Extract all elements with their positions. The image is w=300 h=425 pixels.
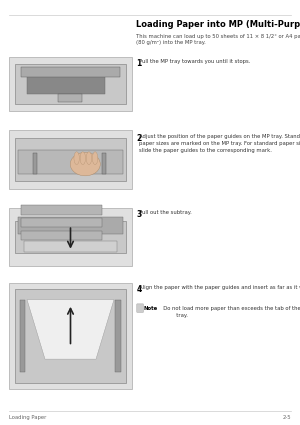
Text: Loading Paper into MP (Multi-Purpose) Tray: Loading Paper into MP (Multi-Purpose) Tr… [136,20,300,29]
Bar [21,67,120,76]
Bar [102,153,106,174]
Text: Pull the MP tray towards you until it stops.: Pull the MP tray towards you until it st… [139,60,250,65]
Ellipse shape [80,152,86,164]
Bar [18,217,123,234]
Text: 4: 4 [136,285,142,294]
Bar [9,57,132,110]
Text: 2: 2 [136,134,142,143]
Bar [18,150,123,174]
Text: 1: 1 [136,60,142,68]
Bar [20,300,25,372]
Bar [116,300,121,372]
Text: Align the paper with the paper guides and insert as far as it will go.: Align the paper with the paper guides an… [139,285,300,290]
Bar [9,130,132,189]
Bar [24,241,117,252]
Bar [15,221,126,253]
Text: 3: 3 [136,210,142,219]
FancyBboxPatch shape [137,304,143,312]
Ellipse shape [86,152,92,164]
Bar [9,208,132,266]
Bar [58,94,82,102]
Text: Note: Note [144,306,158,311]
Bar [21,231,102,240]
Text: This machine can load up to 50 sheets of 11 × 8 1/2° or A4 paper: This machine can load up to 50 sheets of… [136,34,300,39]
Ellipse shape [74,152,80,164]
Text: Do not load more paper than exceeds the tab of the MP
          tray.: Do not load more paper than exceeds the … [160,306,300,318]
Text: 2-5: 2-5 [282,415,291,420]
Bar [21,205,102,215]
Bar [21,218,102,227]
Text: Loading Paper: Loading Paper [9,415,46,420]
Bar [27,70,105,94]
Bar [9,283,132,389]
Text: Pull out the subtray.: Pull out the subtray. [139,210,191,215]
Bar [15,64,126,104]
Ellipse shape [92,152,98,164]
Text: (80 g/m²) into the MP tray.: (80 g/m²) into the MP tray. [136,40,206,45]
Bar [15,289,126,382]
Polygon shape [27,300,114,359]
Ellipse shape [70,153,100,176]
Bar [33,153,37,174]
Bar [15,138,126,181]
Text: Adjust the position of the paper guides on the MP tray. Standard
paper sizes are: Adjust the position of the paper guides … [139,134,300,153]
